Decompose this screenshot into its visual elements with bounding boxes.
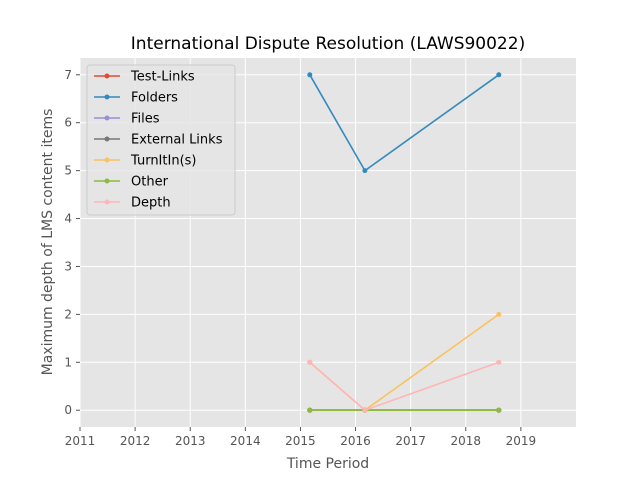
x-tick-label: 2011 (65, 434, 96, 448)
y-tick-label: 3 (64, 259, 72, 273)
data-point-turnitin-s (496, 311, 502, 317)
legend-swatch-marker (104, 94, 110, 100)
legend-label: Test-Links (130, 70, 195, 85)
x-tick-label: 2019 (506, 434, 537, 448)
legend-swatch-marker (104, 199, 110, 205)
chart-title: International Dispute Resolution (LAWS90… (131, 34, 525, 54)
data-point-depth (496, 359, 502, 365)
data-point-folders (362, 168, 368, 174)
y-tick-label: 6 (64, 116, 72, 130)
legend-item-folders: Folders (94, 91, 178, 106)
legend-item-other: Other (94, 175, 169, 190)
data-point-other (496, 407, 502, 413)
y-tick-label: 2 (64, 307, 72, 321)
x-tick-label: 2016 (340, 434, 371, 448)
legend-swatch-marker (104, 136, 110, 142)
series-folders (307, 72, 502, 174)
grid-lines (79, 58, 576, 427)
y-tick-label: 7 (64, 68, 72, 82)
legend-item-turnitin-s: TurnItIn(s) (94, 154, 196, 169)
series-depth (307, 359, 502, 413)
y-tick-label: 0 (64, 403, 72, 417)
x-tick-label: 2018 (451, 434, 482, 448)
x-axis-label: Time Period (286, 456, 369, 472)
data-point-folders (307, 72, 313, 78)
y-axis-label: Maximum depth of LMS content items (40, 109, 56, 376)
legend-swatch-marker (104, 115, 110, 121)
y-tick-label: 4 (64, 212, 72, 226)
legend-label: Files (131, 112, 160, 127)
legend-label: TurnItIn(s) (130, 154, 196, 169)
legend-swatch-marker (104, 73, 110, 79)
data-point-depth (307, 359, 313, 365)
x-axis-ticks: 2011 2012 2013 2014 2015 2016 2017 2018 2019 (65, 427, 536, 448)
x-tick-label: 2012 (120, 434, 151, 448)
legend-item-depth: Depth (94, 196, 171, 211)
legend-swatch-marker (104, 178, 110, 184)
x-tick-label: 2014 (230, 434, 261, 448)
series-lines (307, 72, 502, 413)
legend-item-files: Files (94, 112, 160, 127)
data-point-folders (496, 72, 502, 78)
legend-label: External Links (131, 133, 223, 148)
legend-label: Depth (131, 196, 171, 211)
legend-label: Other (131, 175, 169, 190)
y-axis-ticks: 0 1 2 3 4 5 6 7 (64, 68, 80, 417)
legend-items: Test-Links Folders Files External Links Turn… (94, 70, 223, 211)
legend-item-external-links: External Links (94, 133, 223, 148)
x-tick-label: 2013 (175, 434, 206, 448)
legend-item-test-links: Test-Links (94, 70, 195, 85)
data-point-depth (362, 407, 368, 413)
legend-box (86, 64, 236, 216)
x-tick-label: 2017 (395, 434, 426, 448)
y-tick-label: 1 (64, 355, 72, 369)
legend-label: Folders (131, 91, 178, 106)
legend-swatch-marker (104, 157, 110, 163)
legend: Test-Links Folders Files External Links Turn… (86, 64, 236, 216)
data-point-other (307, 407, 313, 413)
x-tick-label: 2015 (285, 434, 316, 448)
y-tick-label: 5 (64, 164, 72, 178)
